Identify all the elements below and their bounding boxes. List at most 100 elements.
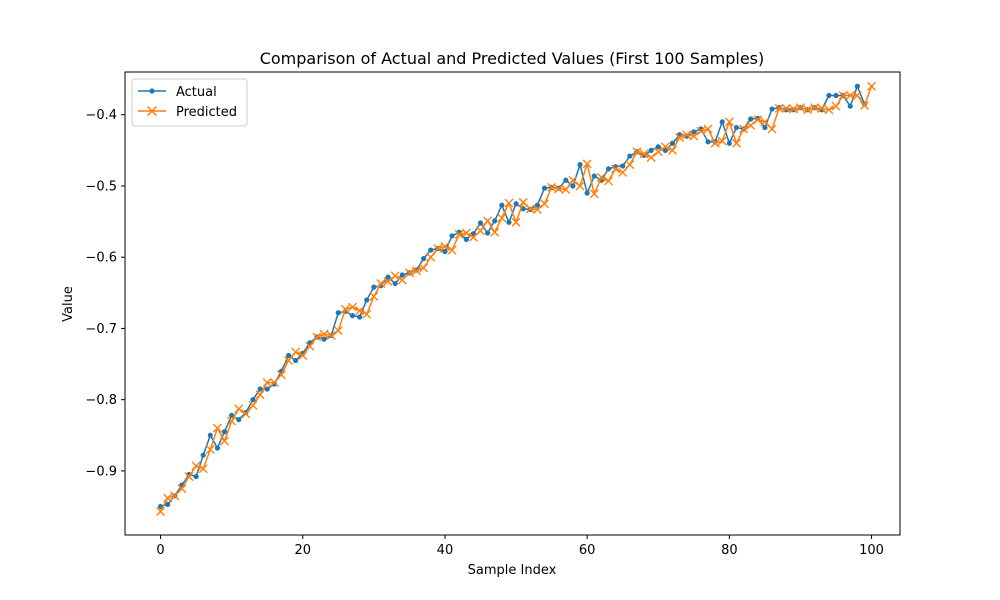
- data-point-predicted: [163, 493, 173, 503]
- chart-title: Comparison of Actual and Predicted Value…: [260, 49, 765, 68]
- data-point-actual: [321, 336, 327, 342]
- data-point-predicted: [177, 484, 187, 494]
- data-point-actual: [499, 202, 505, 208]
- data-point-actual: [485, 230, 491, 236]
- data-point-predicted: [710, 138, 720, 148]
- y-tick-label: −0.5: [85, 179, 117, 194]
- data-point-actual: [463, 236, 469, 242]
- data-point-actual: [207, 432, 213, 438]
- x-axis-label: Sample Index: [468, 563, 557, 578]
- data-point-predicted: [554, 184, 564, 194]
- x-tick-label: 80: [721, 543, 738, 558]
- y-tick-label: −0.6: [85, 251, 117, 266]
- data-point-predicted: [497, 213, 507, 223]
- data-point-predicted: [824, 105, 834, 115]
- data-point-predicted: [468, 232, 478, 242]
- data-point-actual: [349, 313, 356, 319]
- data-point-predicted: [369, 291, 379, 301]
- legend: Actual Predicted: [131, 78, 248, 127]
- data-point-predicted: [419, 263, 429, 273]
- data-point-predicted: [675, 133, 685, 143]
- data-point-predicted: [703, 124, 713, 134]
- data-point-actual: [364, 297, 370, 303]
- data-point-actual: [705, 139, 711, 145]
- series-layer: [156, 81, 877, 516]
- data-point-actual: [421, 256, 427, 262]
- data-point-predicted: [753, 115, 763, 125]
- data-point-predicted: [461, 228, 471, 238]
- data-point-predicted: [248, 400, 258, 410]
- data-point-predicted: [653, 147, 663, 157]
- data-point-actual: [563, 177, 569, 183]
- y-tick-label: −0.9: [85, 464, 117, 479]
- data-point-predicted: [511, 217, 521, 227]
- data-point-actual: [492, 218, 498, 224]
- data-point-predicted: [838, 91, 848, 101]
- data-point-predicted: [867, 81, 877, 91]
- data-point-predicted: [255, 390, 265, 400]
- data-point-predicted: [618, 167, 628, 177]
- data-point-actual: [506, 219, 512, 225]
- data-point-actual: [854, 83, 860, 89]
- data-point-predicted: [817, 103, 827, 113]
- data-point-predicted: [319, 329, 329, 339]
- data-point-actual: [165, 501, 171, 507]
- data-point-predicted: [291, 347, 301, 357]
- data-point-actual: [584, 190, 590, 196]
- y-tick-label: −0.4: [85, 108, 117, 123]
- data-point-predicted: [454, 229, 464, 239]
- data-point-predicted: [518, 197, 528, 207]
- data-point-predicted: [262, 378, 272, 388]
- data-point-predicted: [241, 409, 251, 419]
- data-point-predicted: [205, 445, 215, 455]
- data-point-predicted: [490, 227, 500, 237]
- data-point-predicted: [611, 164, 621, 174]
- data-point-actual: [669, 140, 676, 146]
- data-point-actual: [648, 147, 654, 153]
- data-point-actual: [534, 202, 540, 208]
- x-tick-label: 100: [859, 543, 884, 558]
- data-point-predicted: [156, 506, 166, 516]
- data-point-predicted: [603, 176, 613, 186]
- data-point-actual: [385, 274, 391, 280]
- data-point-predicted: [326, 331, 336, 341]
- y-axis: −0.9 −0.8 −0.7 −0.6 −0.5 −0.4: [85, 108, 125, 479]
- data-point-actual: [449, 233, 455, 239]
- data-point-actual: [762, 124, 768, 131]
- x-tick-label: 0: [156, 543, 164, 558]
- data-point-actual: [620, 163, 626, 169]
- data-point-predicted: [845, 91, 855, 101]
- legend-predicted-label: Predicted: [176, 105, 237, 120]
- data-point-actual: [250, 397, 256, 403]
- series-predicted: [156, 81, 877, 516]
- data-point-predicted: [682, 130, 692, 140]
- data-point-actual: [229, 412, 235, 418]
- data-point-actual: [335, 310, 341, 316]
- y-axis-label: Value: [61, 286, 76, 322]
- data-point-actual: [285, 352, 292, 359]
- data-point-predicted: [476, 226, 485, 236]
- data-point-predicted: [426, 252, 436, 262]
- data-point-actual: [691, 129, 697, 135]
- data-point-actual: [442, 248, 448, 255]
- data-point-actual: [577, 162, 583, 168]
- axes-background: [125, 72, 900, 535]
- data-point-predicted: [547, 182, 557, 192]
- legend-actual-label: Actual: [176, 85, 217, 100]
- legend-predicted-marker: [146, 105, 158, 117]
- data-point-predicted: [852, 91, 862, 101]
- data-point-actual: [833, 92, 839, 99]
- data-point-predicted: [803, 105, 813, 115]
- legend-actual-marker: [149, 88, 155, 94]
- data-point-predicted: [589, 189, 599, 199]
- data-point-predicted: [447, 245, 457, 255]
- data-point-predicted: [412, 266, 422, 276]
- data-point-predicted: [632, 147, 642, 157]
- data-point-predicted: [689, 131, 699, 141]
- data-point-predicted: [355, 306, 365, 316]
- data-point-actual: [605, 166, 612, 172]
- data-point-predicted: [667, 145, 677, 155]
- data-point-actual: [513, 201, 519, 207]
- data-point-predicted: [383, 276, 393, 286]
